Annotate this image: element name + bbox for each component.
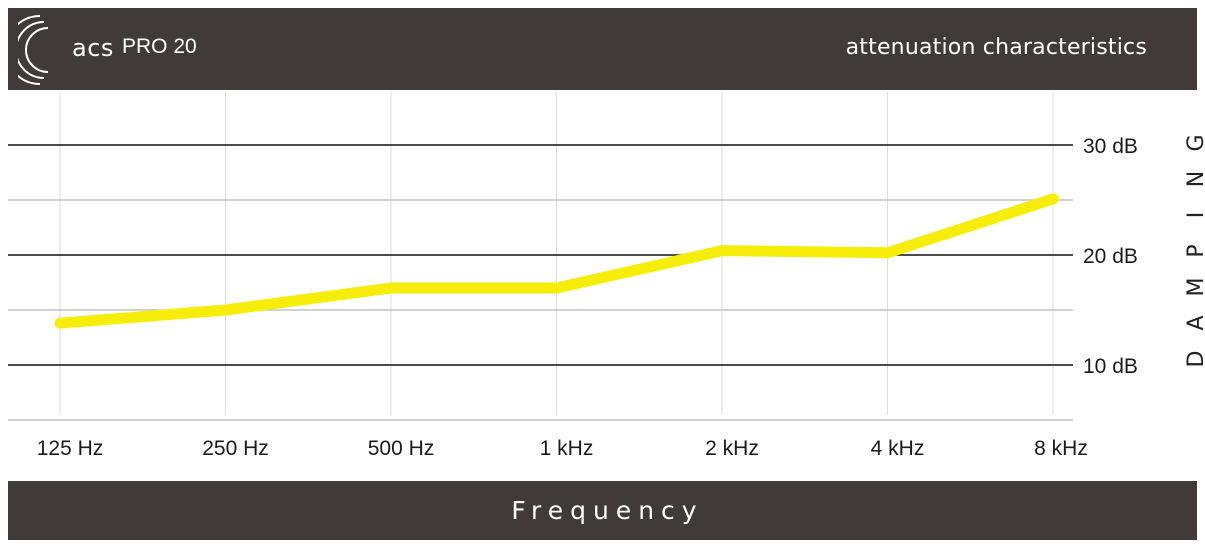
data-point	[716, 245, 728, 257]
x-tick-label: 2 kHz	[705, 437, 759, 460]
y-axis-title-letter: D	[1179, 348, 1205, 370]
data-point	[551, 282, 562, 294]
chart-title: attenuation characteristics	[845, 35, 1147, 60]
y-tick-label: 20 dB	[1083, 245, 1138, 268]
footer-bar: Frequency	[8, 481, 1197, 540]
x-tick-label: 125 Hz	[37, 437, 104, 460]
x-tick-label: 250 Hz	[202, 437, 269, 460]
x-axis-title: Frequency	[511, 496, 704, 525]
y-axis-title-letter: N	[1179, 168, 1205, 190]
y-axis-title: GNIPMAD	[1184, 125, 1205, 377]
y-axis-title-letter: G	[1179, 132, 1205, 154]
sound-wave-arcs-icon	[18, 15, 49, 85]
data-point	[220, 304, 231, 316]
x-tick-label: 8 kHz	[1034, 437, 1088, 460]
data-point	[1047, 193, 1059, 205]
y-tick-label: 30 dB	[1083, 135, 1138, 158]
x-tick-label: 1 kHz	[540, 437, 594, 460]
x-tick-label: 4 kHz	[871, 437, 925, 460]
data-point	[385, 282, 397, 294]
y-axis-title-letter: I	[1179, 204, 1205, 226]
y-axis-title-letter: A	[1179, 312, 1205, 334]
y-axis-title-letter: M	[1179, 276, 1205, 298]
brand-name: acs	[72, 34, 114, 62]
model-name: PRO 20	[122, 35, 197, 58]
y-tick-label: 10 dB	[1083, 355, 1138, 378]
data-point	[54, 317, 66, 329]
x-tick-label: 500 Hz	[368, 437, 435, 460]
header-bar: acs PRO 20 attenuation characteristics	[8, 8, 1197, 90]
data-point	[882, 247, 893, 259]
y-axis-title-letter: P	[1179, 240, 1205, 262]
